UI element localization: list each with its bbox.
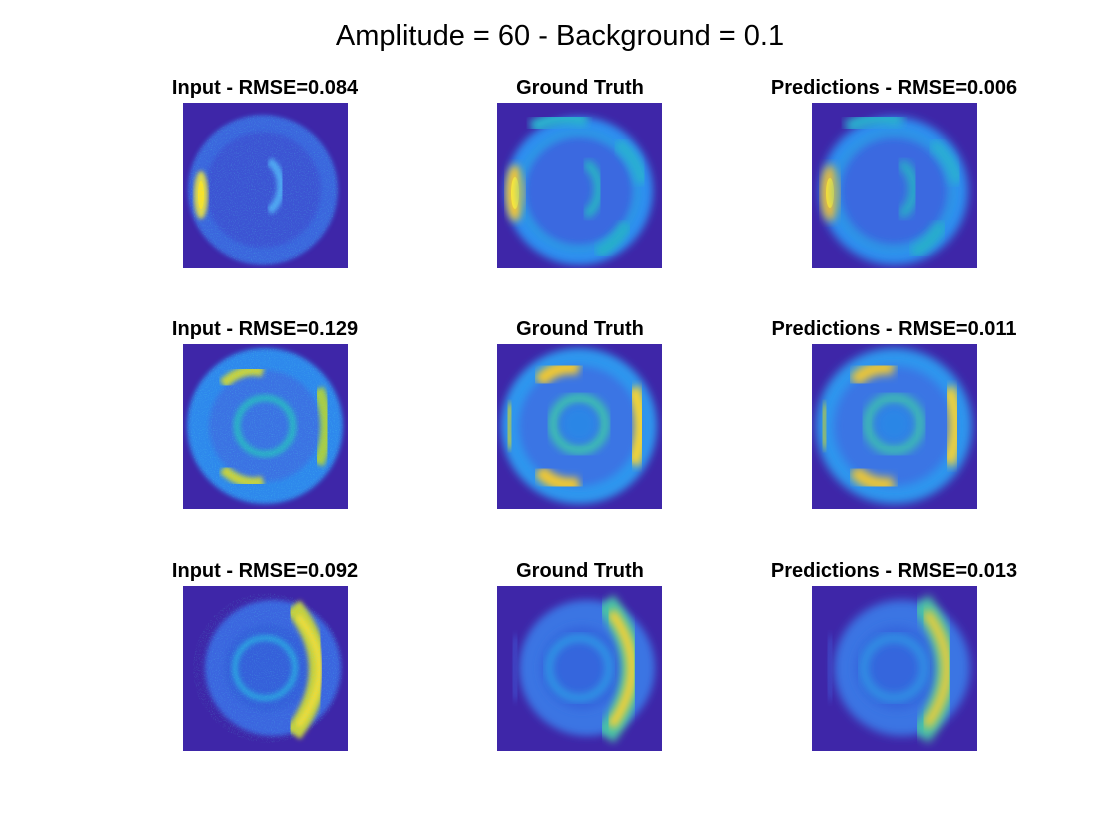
input-image-2 (183, 344, 348, 509)
input-title-2: Input - RMSE=0.129 (171, 318, 359, 340)
truth-image-2-svg (497, 344, 662, 509)
input-title-1: Input - RMSE=0.084 (171, 77, 359, 99)
input-image-1 (183, 103, 348, 268)
prediction-image-1-svg (812, 103, 977, 268)
truth-title-3: Ground Truth (516, 560, 644, 582)
truth-image-1 (497, 103, 662, 268)
prediction-image-3 (812, 586, 977, 751)
prediction-title-3: Predictions - RMSE=0.013 (770, 560, 1018, 582)
figure-title: Amplitude = 60 - Background = 0.1 (335, 20, 785, 52)
truth-title-1: Ground Truth (516, 77, 644, 99)
input-image-3-svg (183, 586, 348, 751)
input-image-1-svg (183, 103, 348, 268)
prediction-image-3-svg (812, 586, 977, 751)
truth-image-3 (497, 586, 662, 751)
prediction-image-2 (812, 344, 977, 509)
truth-image-2 (497, 344, 662, 509)
prediction-title-1: Predictions - RMSE=0.006 (770, 77, 1018, 99)
input-title-3: Input - RMSE=0.092 (171, 560, 359, 582)
truth-image-3-svg (497, 586, 662, 751)
input-image-3 (183, 586, 348, 751)
input-image-2-svg (183, 344, 348, 509)
truth-title-2: Ground Truth (516, 318, 644, 340)
truth-image-1-svg (497, 103, 662, 268)
prediction-title-2: Predictions - RMSE=0.011 (771, 318, 1017, 340)
prediction-image-1 (812, 103, 977, 268)
prediction-image-2-svg (812, 344, 977, 509)
